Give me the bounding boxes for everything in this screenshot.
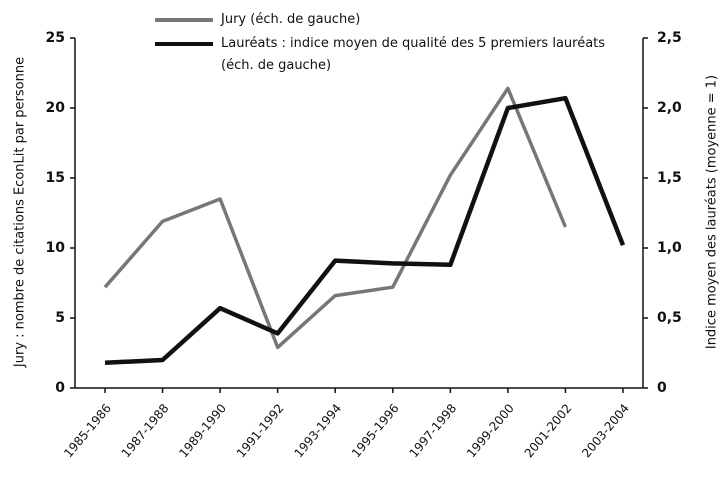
x-tick-label: 2003-2004 (579, 401, 632, 460)
y-tick-label: 0 (55, 380, 65, 396)
y-tick-label: 20 (46, 100, 66, 116)
x-tick-label: 2001-2002 (522, 401, 575, 460)
y2-tick-label: 0 (657, 380, 667, 396)
x-tick-label: 1991-1992 (234, 401, 287, 460)
y-tick-label: 10 (46, 240, 66, 256)
x-tick-label: 1985-1986 (61, 401, 114, 460)
y2-tick-label: 0,5 (657, 310, 682, 326)
y2-tick-label: 1,0 (657, 240, 682, 256)
x-tick-label: 1987-1988 (119, 401, 172, 460)
x-tick-label: 1989-1990 (176, 401, 229, 460)
y2-axis-label: Indice moyen des lauréats (moyenne = 1) (705, 75, 720, 349)
y2-tick-label: 2,0 (657, 100, 682, 116)
y2-tick-label: 1,5 (657, 170, 682, 186)
y-tick-label: 25 (46, 30, 65, 46)
series-line (104, 95, 626, 366)
y-tick-label: 15 (46, 170, 65, 186)
series-line (103, 86, 568, 350)
y2-tick-label: 2,5 (657, 30, 682, 46)
y-tick-label: 5 (55, 310, 65, 326)
x-tick-label: 1993-1994 (291, 401, 344, 460)
y-axis-label: Jury : nombre de citations EconLit par p… (13, 57, 28, 368)
legend-label: Jury (éch. de gauche) (221, 12, 361, 27)
x-tick-label: 1999-2000 (464, 401, 517, 460)
x-tick-label: 1995-1996 (349, 401, 402, 460)
legend-label: Lauréats : indice moyen de qualité des 5… (221, 36, 606, 73)
x-tick-label: 1997-1998 (407, 401, 460, 460)
